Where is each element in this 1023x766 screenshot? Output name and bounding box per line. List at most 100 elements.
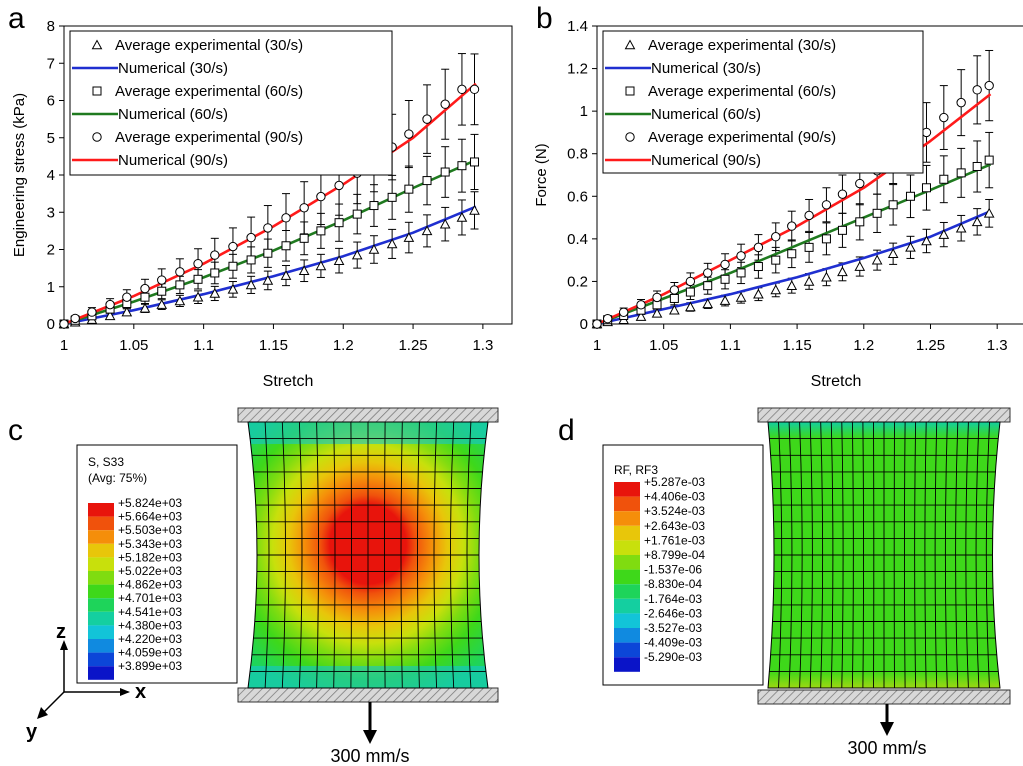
- x-tick-label-b: 1.1: [720, 337, 741, 354]
- panel-letter-a: a: [8, 2, 25, 35]
- axes-b: 1 1.05 1.1 1.15 1.2 1.25 1.3 0 0.2 0.4 0.6 0.8 1 1.2 1…: [567, 18, 1007, 354]
- y-tick-label-a: 5: [47, 130, 55, 147]
- data-point: [651, 307, 663, 318]
- data-point: [703, 281, 713, 291]
- legend-level-value: +4.701e+03: [118, 591, 182, 605]
- data-point: [422, 114, 432, 124]
- legend-box-b: [602, 30, 924, 174]
- data-point: [618, 307, 629, 317]
- legend-level-value: +5.022e+03: [118, 564, 182, 578]
- data-point: [702, 298, 714, 309]
- data-point: [803, 275, 815, 286]
- legend-level-value: +8.799e-04: [644, 548, 705, 562]
- data-point: [804, 242, 814, 252]
- legend-swatch: [88, 652, 114, 667]
- data-point: [315, 260, 327, 271]
- experimental-markers-b-0: [591, 207, 995, 329]
- x-tick-label-a: 1.3: [472, 337, 493, 354]
- x-tick-label-b: 1.2: [853, 337, 874, 354]
- numerical-line-a-0: [63, 205, 477, 326]
- y-arrowhead: [37, 707, 48, 719]
- x-tick-label-b: 1.3: [987, 337, 1008, 354]
- legend-marker-square: [625, 86, 635, 96]
- data-point: [369, 201, 379, 211]
- top-grip-c: [237, 407, 499, 423]
- legend-level-value: +3.899e+03: [118, 659, 182, 673]
- y-tick-label-a: 6: [47, 93, 55, 110]
- legend-a: Average experimental (30/s) Numerical (30…: [69, 30, 393, 176]
- y-tick-label-a: 4: [47, 167, 55, 184]
- legend-swatch: [614, 642, 640, 658]
- data-point: [837, 266, 848, 277]
- data-point: [905, 241, 916, 252]
- legend-level-value: +2.643e-03: [644, 519, 705, 533]
- data-point: [837, 225, 847, 235]
- x-tick-label-a: 1.1: [193, 337, 214, 354]
- data-point: [299, 203, 309, 213]
- data-point: [440, 167, 450, 177]
- legend-box-a: [69, 30, 393, 176]
- series-a: [58, 53, 480, 329]
- x-tick-label-a: 1: [60, 337, 68, 354]
- data-point: [753, 242, 764, 253]
- data-point: [281, 213, 291, 223]
- data-point: [280, 270, 292, 280]
- data-point: [753, 262, 763, 272]
- x-tick-label-a: 1.05: [119, 337, 148, 354]
- data-point: [174, 295, 186, 306]
- data-point: [210, 250, 220, 260]
- data-point: [351, 249, 363, 260]
- legend-swatch: [88, 516, 114, 531]
- data-point: [469, 84, 480, 95]
- y-tick-label-b: 0: [580, 316, 588, 333]
- data-point: [175, 280, 185, 290]
- legend-swatch: [88, 543, 114, 558]
- legend-swatch: [88, 611, 114, 626]
- data-point: [352, 209, 362, 219]
- data-point: [735, 291, 747, 302]
- x-tick-label-b: 1.15: [782, 337, 811, 354]
- legend-swatch: [614, 657, 640, 672]
- legend-swatch: [614, 598, 640, 614]
- legend-entry-label: Numerical (90/s): [651, 152, 761, 169]
- legend-level-value: +4.380e+03: [118, 618, 182, 632]
- legend-level-value: +3.524e-03: [644, 504, 705, 518]
- data-point: [316, 191, 326, 202]
- numerical-line-a-2: [63, 82, 477, 326]
- legend-level-value: -1.537e-06: [644, 563, 702, 577]
- mesh-c: [248, 422, 488, 688]
- data-point: [298, 265, 310, 276]
- data-point: [104, 310, 116, 321]
- y-tick-label-b: 1.4: [567, 18, 588, 35]
- data-point: [140, 283, 150, 294]
- data-point: [652, 292, 662, 303]
- data-point: [192, 291, 204, 302]
- legend-level-value: -4.409e-03: [644, 636, 702, 650]
- legend-level-value: +1.761e-03: [644, 533, 705, 547]
- legend-entry-label: Average experimental (60/s): [115, 83, 303, 100]
- legend-level-value: +4.220e+03: [118, 632, 182, 646]
- data-point: [193, 258, 203, 269]
- data-point: [804, 210, 814, 221]
- legend-swatch: [614, 511, 640, 526]
- data-point: [983, 207, 995, 218]
- data-point: [685, 276, 696, 287]
- data-point: [193, 274, 203, 284]
- data-point: [59, 319, 69, 329]
- data-point: [736, 268, 746, 278]
- chart-b: 1 1.05 1.1 1.15 1.2 1.25 1.3 0 0.2 0.4 0.6 0.8 1 1.2 1…: [533, 18, 1023, 390]
- data-point: [669, 293, 679, 303]
- data-point: [636, 300, 646, 310]
- y-tick-label-b: 1: [580, 103, 588, 120]
- legend-level-value: +5.287e-03: [644, 475, 705, 489]
- legend-level-value: +5.343e+03: [118, 537, 182, 551]
- data-point: [457, 84, 467, 95]
- data-point: [685, 301, 696, 312]
- legend-swatch: [614, 540, 640, 555]
- data-point: [121, 306, 133, 317]
- data-point: [971, 216, 983, 227]
- legend-level-value: -1.764e-03: [644, 592, 702, 606]
- data-point: [771, 232, 781, 242]
